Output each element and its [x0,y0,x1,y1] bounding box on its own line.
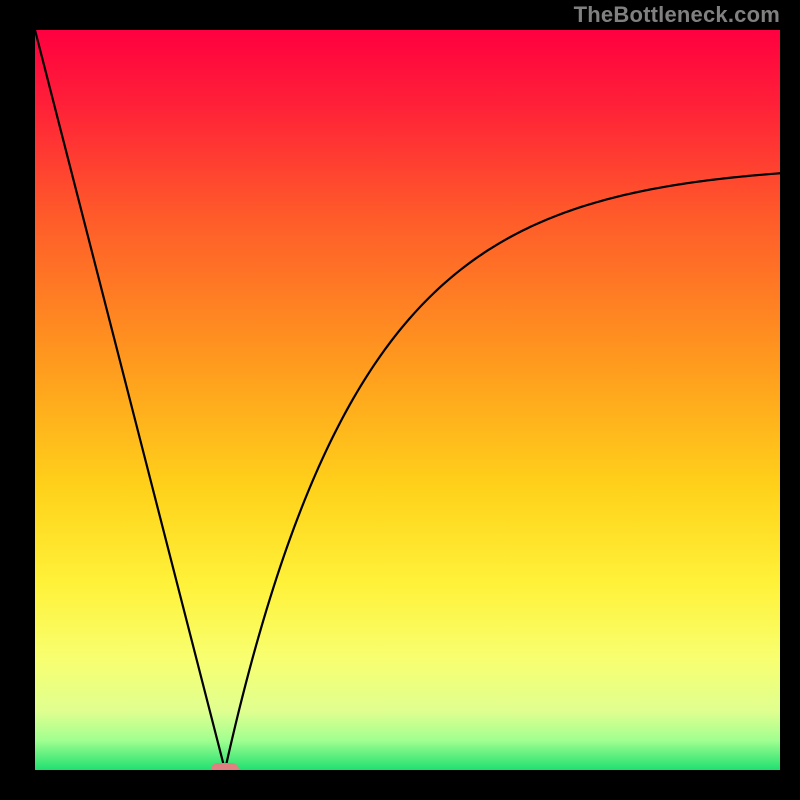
watermark-text: TheBottleneck.com [574,2,780,28]
plot-area [35,30,780,770]
vertex-marker-layer [35,30,780,770]
vertex-marker [211,763,239,770]
chart-canvas: TheBottleneck.com [0,0,800,800]
